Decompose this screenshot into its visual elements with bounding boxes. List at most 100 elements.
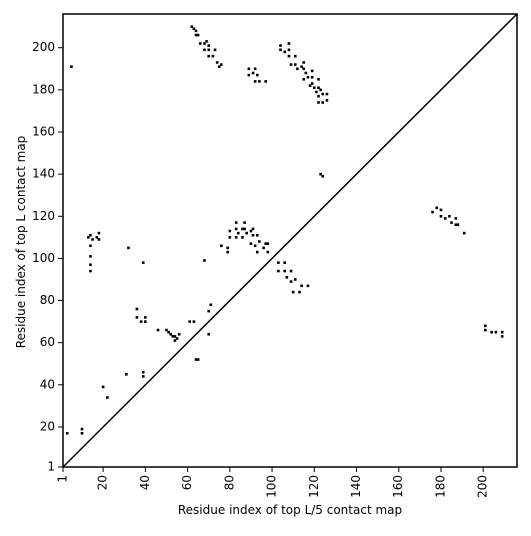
contact-point-upper xyxy=(253,80,257,83)
y-tick-label: 120 xyxy=(32,209,55,223)
contact-point-lower xyxy=(251,227,255,231)
contact-point-upper xyxy=(207,48,211,52)
contact-point-lower xyxy=(127,246,130,250)
contact-point-lower xyxy=(171,335,175,338)
contact-point-upper xyxy=(279,48,282,52)
contact-point-lower xyxy=(144,320,147,323)
contact-point-upper xyxy=(302,78,306,81)
x-tick-label: 40 xyxy=(138,475,152,490)
x-tick-label: 80 xyxy=(222,475,236,490)
x-tick-label: 200 xyxy=(476,475,490,498)
contact-point-lower xyxy=(283,269,287,273)
y-tick-label: 20 xyxy=(40,419,55,433)
contact-point-upper xyxy=(302,61,306,64)
contact-point-lower xyxy=(291,290,295,294)
contact-point-lower xyxy=(207,332,211,336)
contact-point-lower xyxy=(95,236,99,239)
contact-point-lower xyxy=(226,250,230,254)
contact-point-lower xyxy=(251,233,255,237)
contact-point-upper xyxy=(287,48,291,52)
y-tick-label: 140 xyxy=(32,167,55,181)
contact-point-lower xyxy=(167,330,170,334)
contact-point-lower xyxy=(169,332,172,336)
contact-point-upper xyxy=(196,33,200,37)
x-axis-ticks: 1 20 40 60 80 100 120 140 160 180 200 xyxy=(56,467,490,498)
points-layer xyxy=(65,25,504,435)
contact-point-lower xyxy=(443,217,447,220)
contact-point-lower xyxy=(456,223,460,226)
contact-point-lower xyxy=(234,236,238,239)
contact-point-upper xyxy=(325,92,329,96)
plot-frame xyxy=(62,13,518,468)
contact-point-lower xyxy=(192,320,196,323)
contact-point-lower xyxy=(264,242,268,245)
contact-point-lower xyxy=(435,206,439,210)
y-tick-label: 100 xyxy=(32,251,55,265)
contact-point-lower xyxy=(289,280,293,283)
contact-point-lower xyxy=(249,242,253,245)
contact-point-upper xyxy=(125,372,128,376)
contact-point-lower xyxy=(266,242,270,245)
contact-point-upper xyxy=(287,54,291,58)
contact-point-lower xyxy=(207,309,211,313)
x-axis-label: Residue index of top L/5 contact map xyxy=(178,503,402,517)
contact-point-upper xyxy=(293,54,297,58)
contact-point-upper xyxy=(190,25,194,28)
x-tick-label: 120 xyxy=(307,475,321,498)
contact-point-upper xyxy=(319,172,322,176)
contact-point-upper xyxy=(205,40,208,43)
contact-point-upper xyxy=(289,63,293,66)
y-tick-label: 60 xyxy=(40,335,55,349)
y-tick-label: 80 xyxy=(40,293,55,307)
contact-point-upper xyxy=(279,44,282,47)
contact-point-lower xyxy=(454,223,458,226)
contact-point-upper xyxy=(70,65,73,68)
contact-point-lower xyxy=(228,229,232,233)
contact-point-lower xyxy=(89,255,92,258)
contact-point-upper xyxy=(251,71,255,75)
contact-point-lower xyxy=(203,259,206,262)
x-tick-label: 160 xyxy=(391,475,405,498)
contact-point-upper xyxy=(302,67,306,71)
contact-point-upper xyxy=(317,101,320,104)
contact-point-upper xyxy=(319,88,322,92)
contact-point-lower xyxy=(144,316,147,319)
contact-point-lower xyxy=(188,320,191,323)
contact-point-lower xyxy=(89,269,92,273)
y-tick-label: 40 xyxy=(40,377,55,391)
contact-point-lower xyxy=(135,307,139,311)
contact-point-upper xyxy=(321,101,325,104)
contact-point-lower xyxy=(253,244,257,248)
contact-point-lower xyxy=(450,221,453,224)
contact-point-lower xyxy=(101,385,105,389)
contact-point-upper xyxy=(300,65,303,68)
contact-point-lower xyxy=(462,231,466,235)
contact-point-lower xyxy=(249,229,253,233)
contact-point-upper xyxy=(321,174,325,178)
contact-point-lower xyxy=(65,431,69,435)
contact-point-lower xyxy=(141,261,145,264)
contact-point-lower xyxy=(258,240,261,243)
contact-point-lower xyxy=(156,328,160,332)
contact-point-upper xyxy=(194,29,198,33)
y-tick-label: 160 xyxy=(32,124,55,138)
y-tick-label: 180 xyxy=(32,82,55,96)
x-tick-label: 100 xyxy=(265,475,279,498)
contact-point-upper xyxy=(207,54,211,58)
contact-point-lower xyxy=(241,236,244,239)
contact-point-lower xyxy=(236,231,240,235)
x-tick-label: 140 xyxy=(349,475,363,498)
contact-point-lower xyxy=(135,316,139,319)
contact-point-upper xyxy=(211,54,215,58)
contact-point-lower xyxy=(490,330,493,334)
contact-point-upper xyxy=(264,80,268,83)
contact-point-lower xyxy=(173,339,177,342)
contact-point-lower xyxy=(89,263,92,267)
contact-point-lower xyxy=(165,328,168,332)
contact-point-upper xyxy=(308,84,312,87)
contact-point-lower xyxy=(277,261,280,264)
contact-point-upper xyxy=(203,42,206,45)
contact-point-lower xyxy=(87,236,90,239)
